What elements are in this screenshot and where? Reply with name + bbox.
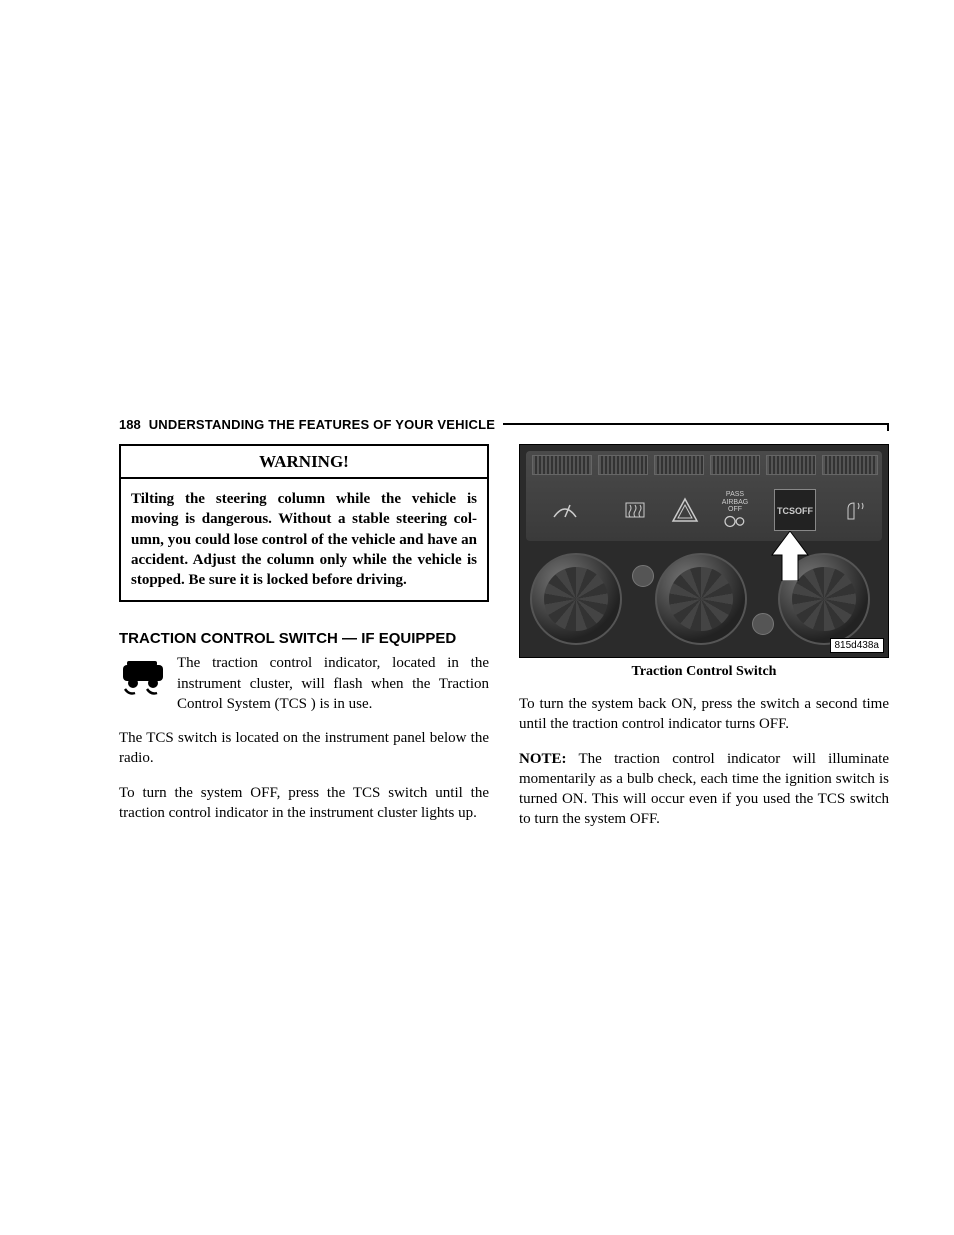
warning-box: WARNING! Tilting the steering column whi… [119, 444, 489, 602]
page-number: 188 [119, 417, 141, 432]
right-column: PASSAIRBAGOFF TCS OFF [519, 444, 889, 830]
rear-defrost-button-icon [616, 491, 654, 529]
note-paragraph: NOTE: The traction control indicator wil… [519, 749, 889, 830]
vent-slot [532, 455, 592, 475]
note-label: NOTE: [519, 751, 567, 767]
warning-title: WARNING! [121, 446, 487, 479]
tcs-location-text: The TCS switch is located on the instrum… [119, 728, 489, 769]
tcs-switch-figure: PASSAIRBAGOFF TCS OFF [519, 444, 889, 658]
fan-dial-icon [655, 553, 747, 645]
left-column: WARNING! Tilting the steering column whi… [119, 444, 489, 830]
indicator-paragraph: The traction control indicator, located … [119, 653, 489, 714]
small-knob-icon [752, 613, 774, 635]
tcs-heading: TRACTION CONTROL SWITCH — IF EQUIPPED [119, 630, 489, 647]
hazard-button-icon [666, 491, 704, 529]
vent-slot [822, 455, 878, 475]
vent-slot [710, 455, 760, 475]
figure-caption: Traction Control Switch [519, 664, 889, 680]
page-header: 188 UNDERSTANDING THE FEATURES OF YOUR V… [119, 417, 889, 432]
warning-body: Tilting the steering column while the ve… [121, 479, 487, 600]
two-column-layout: WARNING! Tilting the steering column whi… [119, 444, 889, 830]
tcs-label-line1: TCS [777, 507, 795, 517]
tcs-label-line2: OFF [795, 507, 813, 517]
header-rule-end [887, 423, 889, 431]
vent-slot [654, 455, 704, 475]
airbag-off-button-icon: PASSAIRBAGOFF [716, 491, 754, 529]
vent-slot [598, 455, 648, 475]
tcs-off-button: TCS OFF [774, 489, 816, 531]
note-body: The traction control indicator will illu… [519, 751, 889, 828]
indicator-text: The traction control indicator, located … [177, 653, 489, 714]
section-title: UNDERSTANDING THE FEATURES OF YOUR VEHIC… [149, 417, 495, 432]
vent-slot [766, 455, 816, 475]
dashboard-panel: PASSAIRBAGOFF TCS OFF [526, 451, 882, 541]
content-area: 188 UNDERSTANDING THE FEATURES OF YOUR V… [119, 417, 889, 830]
small-knob-icon [632, 565, 654, 587]
rear-wiper-button-icon [546, 491, 584, 529]
figure-id-tag: 815d438a [830, 638, 885, 653]
climate-dial-icon [530, 553, 622, 645]
heated-seat-button-icon [836, 491, 874, 529]
header-rule [503, 423, 887, 425]
tcs-off-text: To turn the system OFF, press the TCS sw… [119, 783, 489, 824]
callout-arrow-icon [770, 531, 810, 581]
tcs-on-text: To turn the system back ON, press the sw… [519, 694, 889, 735]
manual-page: 188 UNDERSTANDING THE FEATURES OF YOUR V… [0, 0, 954, 1235]
traction-indicator-icon [119, 653, 167, 697]
